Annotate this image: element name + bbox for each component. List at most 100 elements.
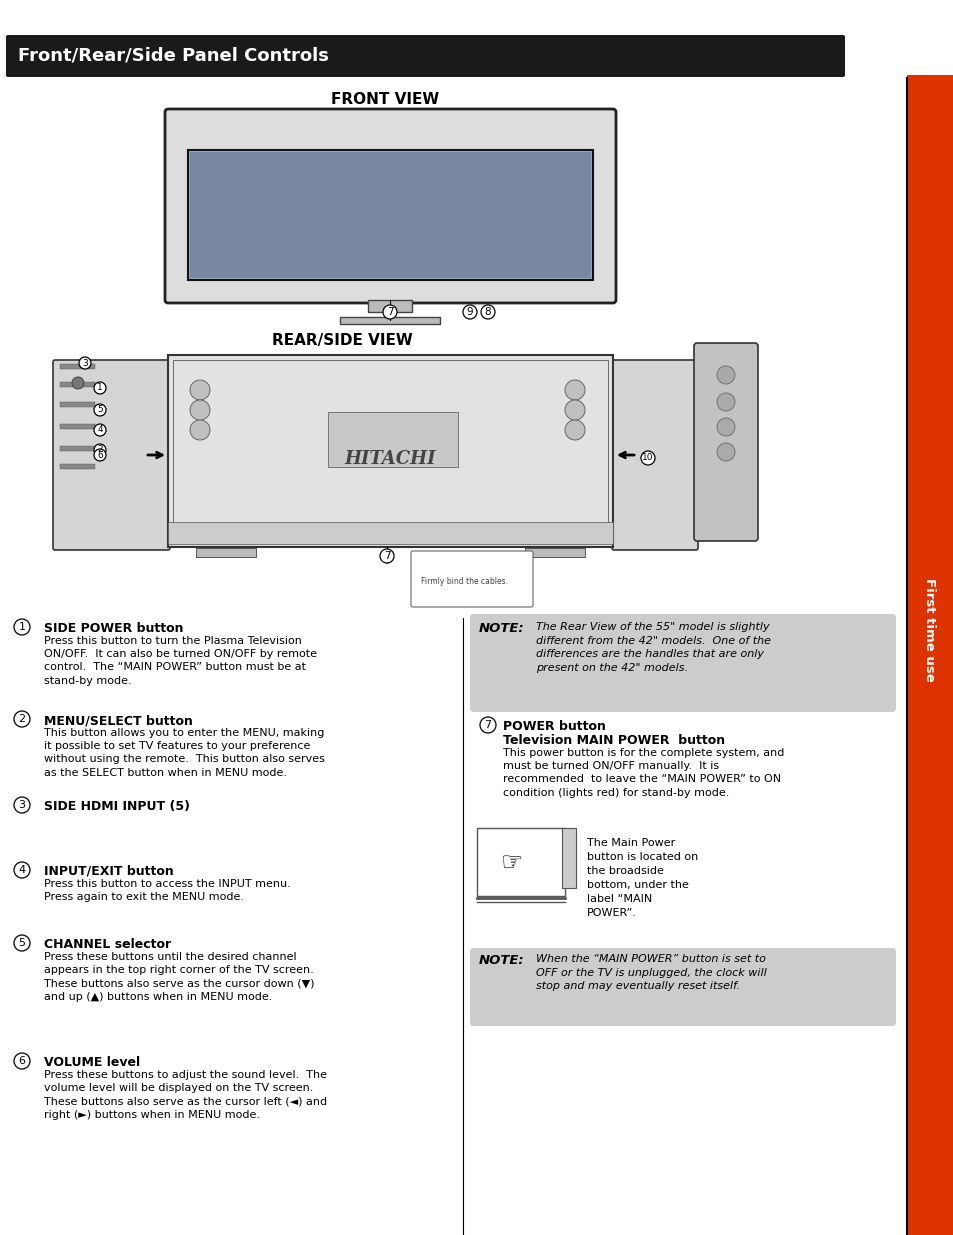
Text: 2: 2 (18, 714, 26, 724)
Text: SIDE HDMI INPUT (5): SIDE HDMI INPUT (5) (44, 800, 190, 813)
Text: 4: 4 (97, 426, 103, 435)
Text: The Main Power
button is located on
the broadside
bottom, under the
label “MAIN
: The Main Power button is located on the … (586, 839, 698, 918)
Text: NOTE:: NOTE: (478, 622, 524, 635)
Circle shape (79, 357, 91, 369)
Bar (60, 446, 95, 451)
Text: 9: 9 (466, 308, 473, 317)
Text: Press this button to access the INPUT menu.
Press again to exit the MENU mode.: Press this button to access the INPUT me… (44, 879, 291, 903)
Text: Press these buttons until the desired channel
appears in the top right corner of: Press these buttons until the desired ch… (44, 952, 314, 1002)
Circle shape (717, 393, 734, 411)
Text: 10: 10 (641, 453, 653, 462)
Bar (60, 464, 95, 469)
Bar (60, 424, 95, 429)
Bar (168, 522, 613, 543)
Text: Press these buttons to adjust the sound level.  The
volume level will be display: Press these buttons to adjust the sound … (44, 1070, 327, 1120)
Bar (60, 403, 95, 408)
Text: 1: 1 (18, 622, 26, 632)
Circle shape (717, 366, 734, 384)
Text: 3: 3 (82, 358, 88, 368)
FancyBboxPatch shape (693, 343, 758, 541)
FancyBboxPatch shape (53, 359, 170, 550)
Circle shape (564, 380, 584, 400)
Text: INPUT/EXIT button: INPUT/EXIT button (44, 864, 173, 878)
Circle shape (190, 380, 210, 400)
Text: VOLUME level: VOLUME level (44, 1056, 140, 1070)
Text: This button allows you to enter the MENU, making
it possible to set TV features : This button allows you to enter the MENU… (44, 727, 325, 778)
FancyBboxPatch shape (470, 948, 895, 1026)
Circle shape (479, 718, 496, 734)
Text: 7: 7 (386, 308, 393, 317)
Text: REAR/SIDE VIEW: REAR/SIDE VIEW (272, 332, 412, 347)
Circle shape (379, 550, 394, 563)
Circle shape (14, 711, 30, 727)
FancyBboxPatch shape (411, 551, 533, 606)
Text: POWER button: POWER button (502, 720, 605, 734)
Text: 5: 5 (97, 405, 103, 415)
Text: 6: 6 (97, 451, 103, 459)
Text: Press this button to turn the Plasma Television
ON/OFF.  It can also be turned O: Press this button to turn the Plasma Tel… (44, 636, 316, 685)
Text: FRONT VIEW: FRONT VIEW (331, 93, 438, 107)
FancyBboxPatch shape (612, 359, 698, 550)
Text: NOTE:: NOTE: (478, 953, 524, 967)
FancyBboxPatch shape (6, 35, 844, 77)
Circle shape (94, 404, 106, 416)
Circle shape (71, 377, 84, 389)
Text: 2: 2 (97, 446, 103, 454)
Circle shape (462, 305, 476, 319)
Bar (524, 548, 584, 557)
Bar (328, 412, 457, 467)
Bar (339, 317, 439, 324)
Circle shape (14, 797, 30, 813)
Text: The Rear View of the 55" model is slightly
different from the 42" models.  One o: The Rear View of the 55" model is slight… (536, 622, 770, 673)
Text: Firmly bind the cables.: Firmly bind the cables. (420, 578, 507, 587)
Circle shape (94, 445, 106, 456)
Text: 1: 1 (97, 384, 103, 393)
Circle shape (14, 619, 30, 635)
Bar (368, 300, 412, 312)
FancyBboxPatch shape (470, 614, 895, 713)
Circle shape (94, 382, 106, 394)
Text: 4: 4 (18, 864, 26, 876)
Bar (476, 827, 564, 897)
Circle shape (94, 450, 106, 461)
Bar (190, 152, 590, 278)
Text: MENU/SELECT button: MENU/SELECT button (44, 714, 193, 727)
Text: HITACHI: HITACHI (344, 450, 436, 468)
Circle shape (14, 935, 30, 951)
Circle shape (480, 305, 495, 319)
Text: SIDE POWER button: SIDE POWER button (44, 622, 183, 635)
Text: 6: 6 (18, 1056, 26, 1066)
Circle shape (382, 305, 396, 319)
Circle shape (717, 443, 734, 461)
Bar (60, 382, 95, 387)
Text: CHANNEL selector: CHANNEL selector (44, 939, 171, 951)
Text: Front/Rear/Side Panel Controls: Front/Rear/Side Panel Controls (18, 47, 329, 65)
Circle shape (190, 400, 210, 420)
Bar (561, 827, 576, 888)
Text: 7: 7 (484, 720, 491, 730)
Circle shape (190, 420, 210, 440)
Bar (906, 75, 953, 1235)
Circle shape (14, 1053, 30, 1070)
Bar (188, 149, 593, 280)
Text: Television MAIN POWER  button: Television MAIN POWER button (502, 734, 724, 747)
Text: ☞: ☞ (500, 851, 522, 876)
Bar (168, 354, 613, 547)
Text: This power button is for the complete system, and
must be turned ON/OFF manually: This power button is for the complete sy… (502, 748, 783, 798)
Text: First time use: First time use (923, 578, 936, 682)
Text: When the “MAIN POWER” button is set to
OFF or the TV is unplugged, the clock wil: When the “MAIN POWER” button is set to O… (536, 953, 766, 992)
Text: 5: 5 (18, 939, 26, 948)
Circle shape (564, 400, 584, 420)
Bar (195, 548, 255, 557)
Text: 8: 8 (484, 308, 491, 317)
Circle shape (717, 417, 734, 436)
Text: 7: 7 (383, 551, 390, 561)
Circle shape (564, 420, 584, 440)
FancyBboxPatch shape (165, 109, 616, 303)
Circle shape (94, 424, 106, 436)
Bar (60, 364, 95, 369)
Circle shape (14, 862, 30, 878)
Text: 3: 3 (18, 800, 26, 810)
Circle shape (640, 451, 655, 466)
Bar (172, 359, 607, 542)
